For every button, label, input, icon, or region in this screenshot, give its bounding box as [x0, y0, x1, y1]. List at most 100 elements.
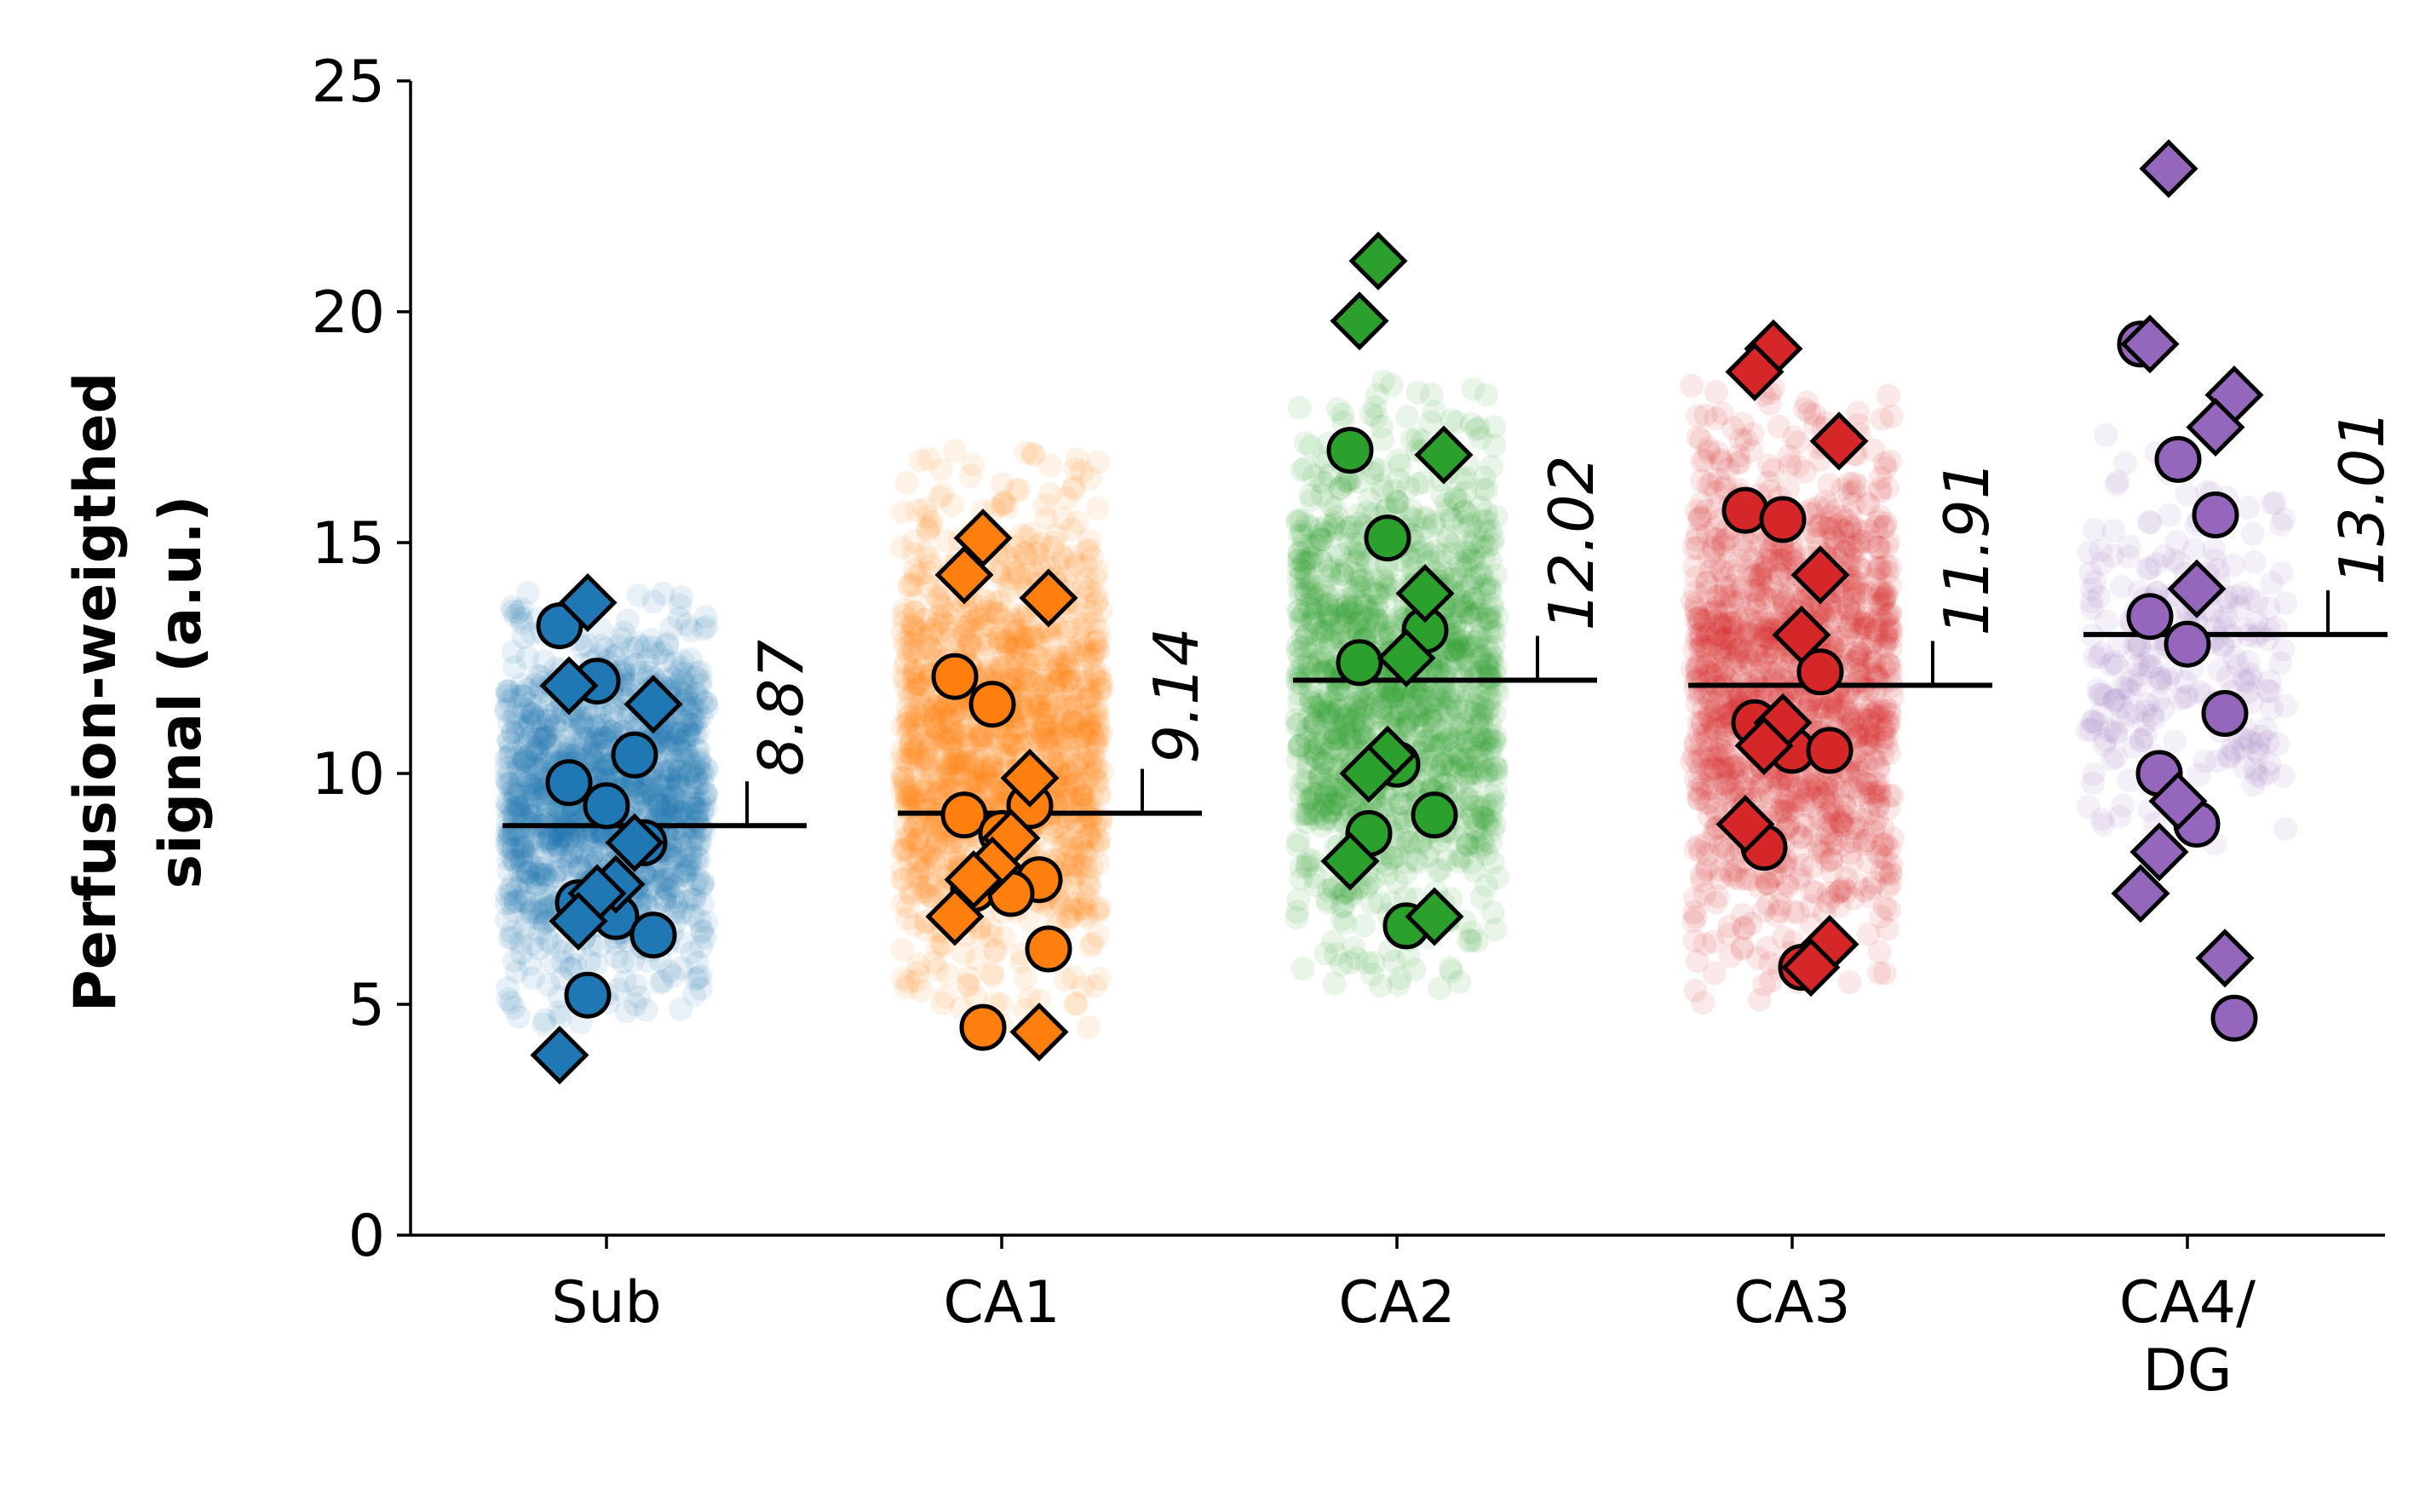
- cloud-point: [684, 682, 709, 707]
- cloud-point: [911, 620, 935, 645]
- cloud-point: [899, 742, 923, 767]
- cloud-point: [614, 999, 639, 1024]
- cloud-point: [912, 779, 937, 804]
- cloud-point: [512, 889, 537, 914]
- cloud-point: [687, 751, 710, 776]
- cloud-point: [890, 938, 915, 963]
- cloud-point: [664, 845, 688, 870]
- cloud-point: [686, 800, 710, 825]
- cloud-point: [661, 735, 686, 760]
- cloud-point: [628, 780, 652, 805]
- cloud-point: [652, 745, 677, 769]
- cloud-point: [671, 693, 696, 717]
- cloud-point: [909, 979, 934, 1003]
- cloud-point: [543, 716, 567, 741]
- cloud-point: [918, 734, 942, 759]
- cloud-point: [655, 773, 680, 798]
- cloud-point: [690, 892, 715, 916]
- cloud-point: [536, 972, 560, 997]
- cloud-point: [521, 825, 546, 850]
- cloud-point: [1069, 705, 1093, 730]
- cloud-point: [894, 837, 918, 861]
- cloud-point: [935, 601, 959, 625]
- cloud-point: [664, 766, 688, 790]
- cloud-point: [543, 859, 567, 884]
- cloud-point: [512, 917, 537, 942]
- cloud-point: [1073, 854, 1098, 879]
- cloud-point: [1026, 540, 1050, 565]
- cloud-point: [1072, 725, 1097, 750]
- cloud-point: [512, 747, 537, 772]
- cloud-point: [1048, 668, 1072, 693]
- cloud-point: [657, 959, 681, 984]
- cloud-point: [689, 688, 714, 713]
- cloud-point: [642, 782, 667, 807]
- cloud-point: [676, 718, 701, 742]
- cloud-point: [681, 760, 706, 784]
- cloud-point: [537, 827, 562, 852]
- cloud-point: [953, 723, 978, 748]
- cloud-point: [1038, 481, 1063, 506]
- cloud-point: [906, 672, 931, 697]
- cloud-point: [520, 796, 545, 820]
- cloud-point: [958, 631, 983, 656]
- cloud-point: [1066, 732, 1091, 756]
- cloud-point: [1456, 573, 1480, 598]
- cloud-point: [652, 759, 676, 784]
- cloud-point: [666, 768, 691, 792]
- cloud-point: [1876, 383, 1901, 408]
- cloud-point: [618, 671, 642, 696]
- cloud-point: [973, 756, 997, 781]
- cloud-point: [647, 794, 671, 819]
- cloud-point: [578, 950, 602, 974]
- cloud-point: [1325, 397, 1350, 422]
- cloud-point: [682, 888, 707, 912]
- cloud-point: [515, 908, 540, 933]
- cloud-point: [681, 776, 705, 801]
- cloud-point: [1062, 773, 1087, 798]
- cloud-point: [672, 822, 697, 847]
- cloud-point: [1704, 380, 1728, 405]
- cloud-point: [672, 793, 697, 818]
- cloud-point: [605, 642, 629, 667]
- cloud-point: [654, 728, 679, 753]
- cloud-point: [532, 727, 557, 751]
- cloud-point: [935, 758, 960, 783]
- cloud-point: [509, 607, 534, 631]
- cloud-point: [1078, 875, 1102, 900]
- cloud-point: [554, 803, 578, 828]
- cloud-point: [693, 925, 717, 950]
- cloud-point: [1063, 457, 1088, 481]
- cloud-point: [535, 724, 560, 749]
- cloud-point: [678, 771, 703, 796]
- cloud-point: [925, 957, 950, 982]
- cloud-point: [690, 797, 715, 822]
- cloud-point: [515, 791, 540, 815]
- cloud-point: [497, 791, 520, 816]
- cloud-point: [532, 649, 557, 674]
- cloud-point: [655, 631, 680, 655]
- cloud-point: [537, 883, 561, 908]
- cloud-point: [693, 783, 718, 808]
- cloud-point: [896, 969, 921, 994]
- cloud-point: [502, 949, 526, 973]
- cloud-point: [563, 825, 588, 849]
- cloud-point: [890, 779, 914, 804]
- cloud-point: [906, 671, 931, 696]
- cloud-point: [912, 856, 937, 881]
- cloud-point: [1419, 382, 1444, 407]
- cloud-point: [509, 930, 533, 955]
- cloud-point: [1074, 566, 1099, 591]
- cloud-point: [1055, 645, 1079, 670]
- cloud-point: [540, 824, 565, 848]
- cloud-point: [624, 630, 649, 655]
- cloud-point: [555, 829, 580, 853]
- cloud-point: [509, 848, 533, 872]
- cloud-point: [521, 773, 546, 798]
- cloud-point: [673, 857, 698, 882]
- cloud-point: [641, 784, 665, 808]
- cloud-point: [907, 750, 932, 774]
- cloud-point: [1032, 701, 1057, 726]
- cloud-point: [540, 826, 564, 851]
